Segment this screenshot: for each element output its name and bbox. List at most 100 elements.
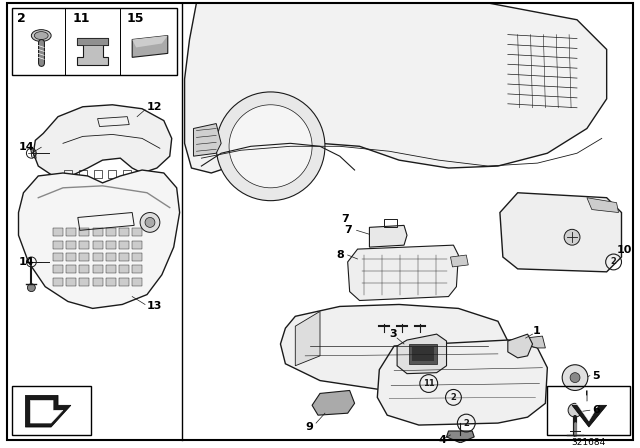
Text: 1: 1 bbox=[532, 326, 540, 336]
Polygon shape bbox=[451, 255, 468, 267]
Polygon shape bbox=[447, 431, 474, 443]
Polygon shape bbox=[508, 336, 545, 348]
Bar bbox=[106, 265, 116, 273]
Bar bbox=[79, 241, 90, 249]
Circle shape bbox=[216, 92, 325, 201]
Polygon shape bbox=[378, 340, 547, 425]
Bar bbox=[67, 253, 76, 261]
Polygon shape bbox=[77, 38, 108, 65]
Bar bbox=[108, 170, 116, 178]
Circle shape bbox=[562, 365, 588, 391]
Polygon shape bbox=[280, 305, 508, 389]
Bar bbox=[119, 228, 129, 236]
Bar bbox=[93, 278, 102, 286]
Text: 14: 14 bbox=[19, 142, 34, 152]
Bar bbox=[53, 228, 63, 236]
Circle shape bbox=[140, 212, 160, 233]
Bar bbox=[12, 8, 177, 75]
Circle shape bbox=[145, 217, 155, 227]
Circle shape bbox=[568, 403, 582, 417]
Bar bbox=[119, 278, 129, 286]
Text: 10: 10 bbox=[616, 245, 632, 255]
Bar bbox=[12, 386, 91, 435]
Bar bbox=[67, 241, 76, 249]
Bar bbox=[132, 253, 142, 261]
Polygon shape bbox=[77, 38, 108, 45]
Text: 5: 5 bbox=[592, 370, 600, 381]
Bar bbox=[93, 253, 102, 261]
Text: 15: 15 bbox=[126, 12, 144, 25]
Bar bbox=[124, 170, 131, 178]
Text: 9: 9 bbox=[305, 422, 313, 432]
Bar bbox=[67, 265, 76, 273]
Bar bbox=[67, 228, 76, 236]
Text: 12: 12 bbox=[147, 102, 163, 112]
Polygon shape bbox=[193, 124, 221, 156]
Bar bbox=[106, 253, 116, 261]
Ellipse shape bbox=[35, 32, 48, 39]
Bar bbox=[106, 241, 116, 249]
Text: 7: 7 bbox=[345, 225, 353, 235]
Polygon shape bbox=[587, 198, 618, 212]
Polygon shape bbox=[508, 334, 532, 358]
Bar bbox=[79, 265, 90, 273]
Bar bbox=[53, 241, 63, 249]
Polygon shape bbox=[26, 396, 71, 427]
Circle shape bbox=[564, 229, 580, 245]
Bar bbox=[106, 278, 116, 286]
Bar bbox=[119, 253, 129, 261]
Bar bbox=[93, 265, 102, 273]
Polygon shape bbox=[397, 334, 447, 374]
Bar bbox=[119, 265, 129, 273]
Bar bbox=[412, 347, 434, 361]
Bar bbox=[79, 228, 90, 236]
Polygon shape bbox=[500, 193, 621, 272]
Text: 8: 8 bbox=[337, 250, 344, 260]
Bar bbox=[132, 278, 142, 286]
Bar bbox=[53, 265, 63, 273]
Text: 6: 6 bbox=[592, 405, 600, 415]
Polygon shape bbox=[312, 391, 355, 415]
Bar bbox=[547, 386, 630, 435]
Bar bbox=[53, 253, 63, 261]
Bar bbox=[93, 241, 102, 249]
Text: 321684: 321684 bbox=[572, 438, 606, 447]
Text: 14: 14 bbox=[19, 257, 34, 267]
Bar bbox=[79, 278, 90, 286]
Circle shape bbox=[28, 284, 35, 292]
Polygon shape bbox=[184, 3, 607, 173]
Text: 11: 11 bbox=[423, 379, 435, 388]
Bar bbox=[119, 241, 129, 249]
Text: 2: 2 bbox=[451, 393, 456, 402]
Text: 2: 2 bbox=[611, 258, 616, 267]
Bar bbox=[67, 278, 76, 286]
Polygon shape bbox=[369, 225, 407, 247]
Bar bbox=[132, 265, 142, 273]
Bar bbox=[79, 170, 86, 178]
Polygon shape bbox=[575, 396, 601, 421]
Text: 2: 2 bbox=[463, 418, 469, 427]
Text: 7: 7 bbox=[342, 215, 349, 224]
Polygon shape bbox=[132, 35, 168, 57]
Bar bbox=[93, 170, 102, 178]
Bar bbox=[132, 241, 142, 249]
Text: 2: 2 bbox=[17, 12, 25, 25]
Bar bbox=[106, 228, 116, 236]
Polygon shape bbox=[33, 105, 172, 176]
Bar bbox=[409, 344, 436, 364]
Bar bbox=[132, 228, 142, 236]
Circle shape bbox=[229, 105, 312, 188]
Bar bbox=[79, 253, 90, 261]
Text: 4: 4 bbox=[438, 435, 447, 445]
Circle shape bbox=[570, 373, 580, 383]
Polygon shape bbox=[572, 391, 607, 427]
Polygon shape bbox=[19, 170, 180, 308]
Text: 13: 13 bbox=[147, 302, 163, 311]
Bar bbox=[53, 278, 63, 286]
Bar bbox=[93, 228, 102, 236]
Polygon shape bbox=[30, 401, 63, 423]
Polygon shape bbox=[295, 311, 320, 366]
Polygon shape bbox=[348, 245, 458, 301]
Bar bbox=[64, 170, 72, 178]
Text: 3: 3 bbox=[389, 329, 397, 339]
